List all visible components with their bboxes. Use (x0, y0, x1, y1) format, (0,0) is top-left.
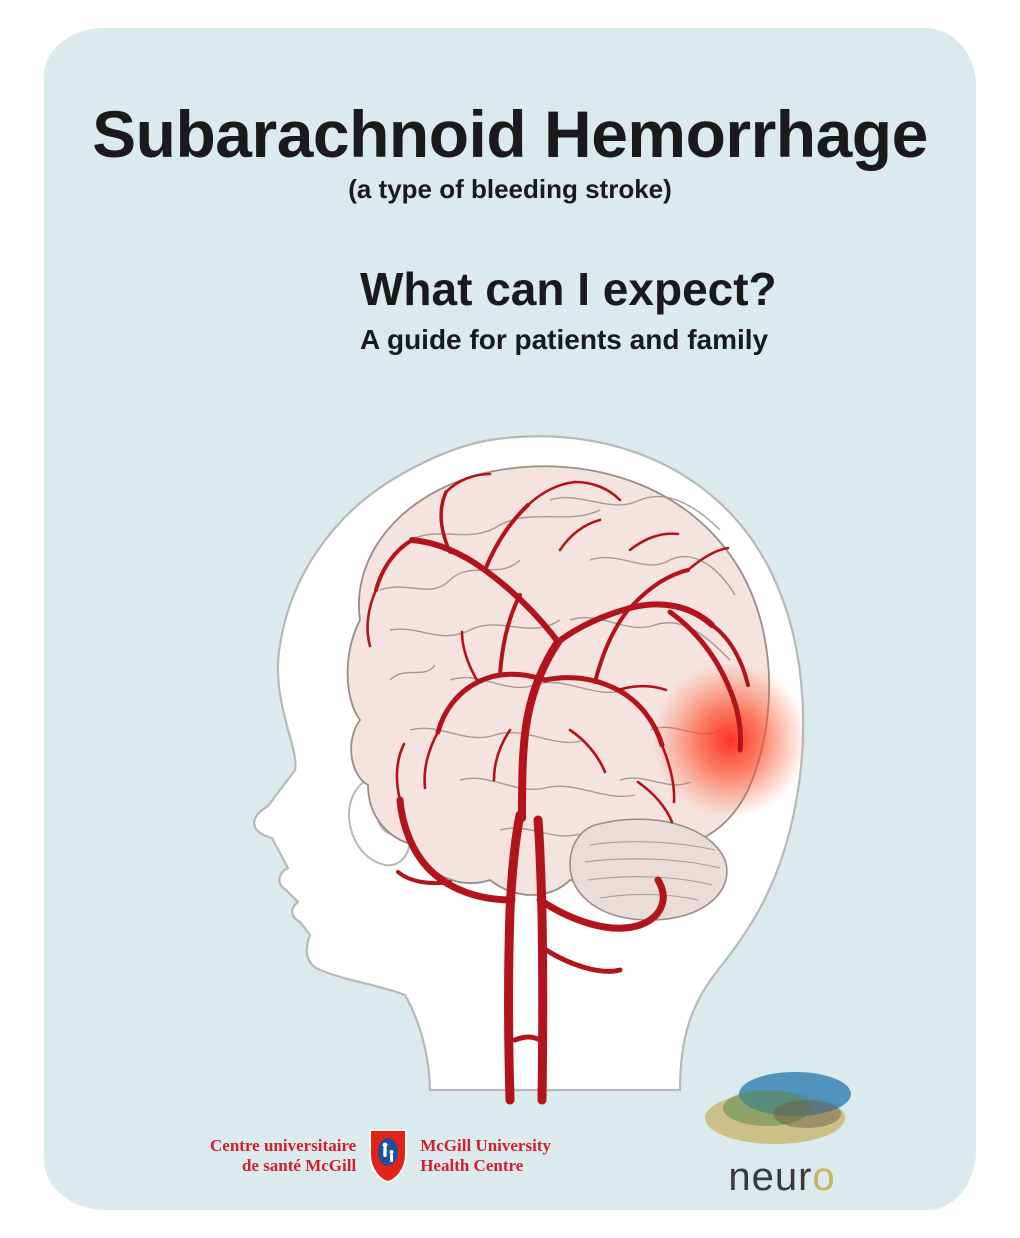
neuro-logo: neuro (692, 1064, 872, 1200)
main-title: Subarachnoid Hemorrhage (0, 96, 1020, 172)
expect-block: What can I expect? A guide for patients … (360, 262, 960, 356)
neuro-blob-icon (697, 1064, 867, 1150)
mcgill-text-fr: Centre universitaire de santé McGill (210, 1136, 356, 1177)
neuro-wordmark: neuro (692, 1155, 872, 1200)
expect-subheading: A guide for patients and family (360, 324, 960, 356)
mcgill-text-en: McGill University Health Centre (420, 1136, 551, 1177)
mcgill-fr-line2: de santé McGill (210, 1156, 356, 1176)
mcgill-logo: Centre universitaire de santé McGill McG… (210, 1128, 551, 1184)
expect-heading: What can I expect? (360, 262, 960, 316)
mcgill-en-line1: McGill University (420, 1136, 551, 1156)
footer-logos: Centre universitaire de santé McGill McG… (0, 1074, 1020, 1204)
title-block: Subarachnoid Hemorrhage (a type of bleed… (0, 96, 1020, 205)
mcgill-fr-line1: Centre universitaire (210, 1136, 356, 1156)
mcgill-en-line2: Health Centre (420, 1156, 551, 1176)
brain-illustration (150, 430, 850, 1110)
mcgill-shield-icon (366, 1128, 410, 1184)
subtitle-paren: (a type of bleeding stroke) (0, 174, 1020, 205)
